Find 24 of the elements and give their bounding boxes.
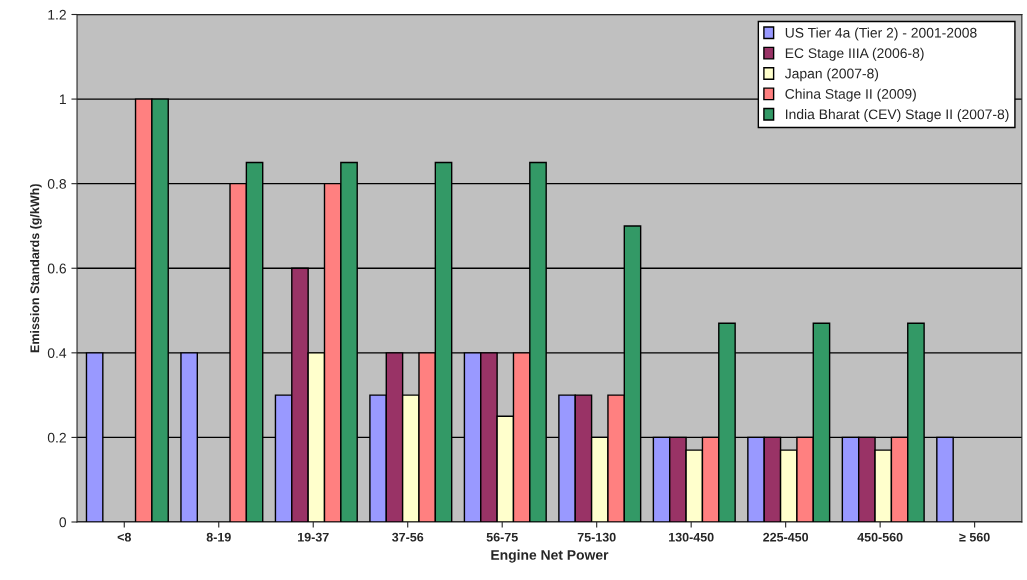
y-tick-label: 0.2 (47, 432, 66, 443)
y-tick-label: 1 (59, 94, 66, 105)
y-tick-label: 0.8 (47, 179, 67, 189)
legend-label: China Stage II (2009) (785, 88, 916, 102)
x-tick-label: ≥ 560 (959, 532, 990, 542)
x-tick-label: 450-560 (857, 532, 903, 542)
legend-label: US Tier 4a (Tier 2) - 2001-2008 (785, 27, 977, 41)
y-tick-label: 0.6 (47, 263, 66, 274)
y-tick-label: 1.2 (48, 9, 66, 20)
y-tick-label: 0 (59, 517, 67, 528)
x-tick-label: 8-19 (206, 532, 231, 542)
x-tick-label: 19-37 (298, 532, 329, 542)
x-tick-label: 75-130 (577, 532, 616, 542)
x-tick-label: <8 (117, 532, 132, 542)
x-tick-label: 225-450 (763, 532, 809, 542)
y-tick-label: 0.4 (47, 348, 67, 358)
x-tick-label: 56-75 (486, 532, 518, 542)
x-tick-label: 130-450 (669, 532, 714, 542)
legend-label: Japan (2007-8) (784, 68, 879, 82)
x-axis-title: Engine Net Power (491, 549, 609, 563)
legend-label: EC Stage IIIA (2006-8) (785, 47, 924, 61)
x-tick-label: 37-56 (392, 532, 424, 542)
y-axis-title: Emission Standards (g/kWh) (30, 184, 42, 353)
legend-label: India Bharat (CEV) Stage II (2007-8) (786, 109, 1009, 122)
